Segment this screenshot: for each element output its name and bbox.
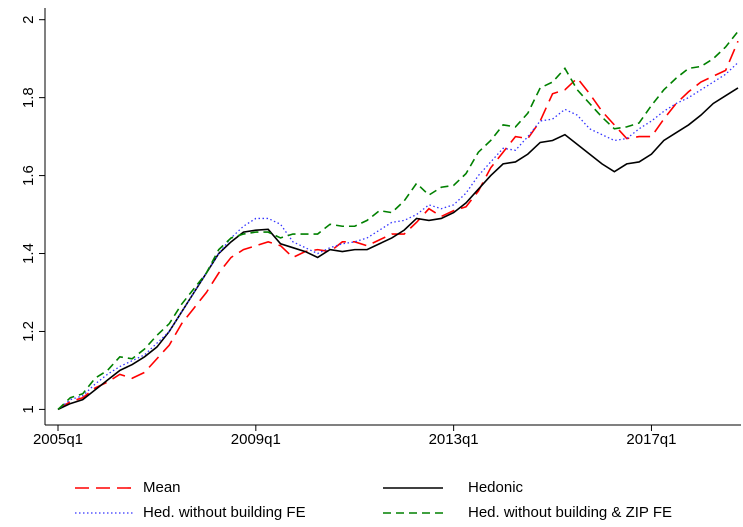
y-tick-label: 1.8 xyxy=(20,87,37,108)
y-tick-label: 2 xyxy=(20,16,37,24)
x-tick-label: 2017q1 xyxy=(626,431,676,448)
legend-label: Mean xyxy=(143,479,181,496)
y-tick-label: 1.6 xyxy=(20,165,37,186)
legend-label: Hed. without building & ZIP FE xyxy=(468,504,672,521)
x-tick-label: 2005q1 xyxy=(33,431,83,448)
legend-label: Hed. without building FE xyxy=(143,504,306,521)
y-tick-label: 1.2 xyxy=(20,321,37,342)
series-line xyxy=(57,30,739,410)
series-line xyxy=(57,62,739,410)
legend-label: Hedonic xyxy=(468,479,524,496)
y-tick-label: 1.4 xyxy=(20,243,37,264)
x-tick-label: 2013q1 xyxy=(429,431,479,448)
y-tick-label: 1 xyxy=(20,405,37,413)
series-line xyxy=(57,87,739,411)
x-tick-label: 2009q1 xyxy=(231,431,281,448)
series-line xyxy=(57,40,739,411)
